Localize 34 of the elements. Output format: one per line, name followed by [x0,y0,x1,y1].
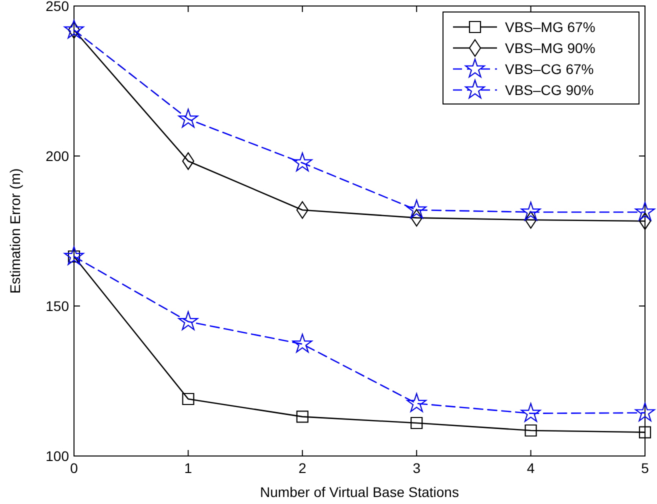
point [520,403,541,422]
y-tick-label: 200 [46,148,70,164]
legend-label: VBS–CG 67% [505,61,594,77]
point [638,426,652,438]
point [406,393,427,412]
x-tick-label: 0 [70,460,78,476]
y-tick-label: 150 [46,298,70,314]
x-tick-label: 2 [298,460,306,476]
point [635,402,655,422]
legend-label: VBS–MG 90% [505,40,596,56]
x-tick-label: 5 [641,460,650,476]
point [410,416,423,430]
point [296,410,308,423]
x-axis-title: Number of Virtual Base Stations [260,484,459,500]
y-tick-label: 250 [46,0,70,14]
legend-label: VBS–MG 67% [505,19,596,35]
point [638,212,652,230]
x-tick-label: 1 [184,460,192,476]
point [182,392,194,406]
point [520,202,541,221]
point [406,200,427,219]
legend-label: VBS–CG 90% [505,82,594,98]
point [524,424,537,437]
point [178,311,198,330]
point [64,246,84,266]
point [635,202,655,221]
point [292,152,312,172]
y-axis-title: Estimation Error (m) [7,168,23,294]
point [64,20,84,39]
y-tick-label: 100 [46,448,70,464]
x-tick-label: 3 [412,460,421,476]
point [178,108,198,128]
x-tick-label: 4 [526,460,535,476]
point [292,334,312,353]
